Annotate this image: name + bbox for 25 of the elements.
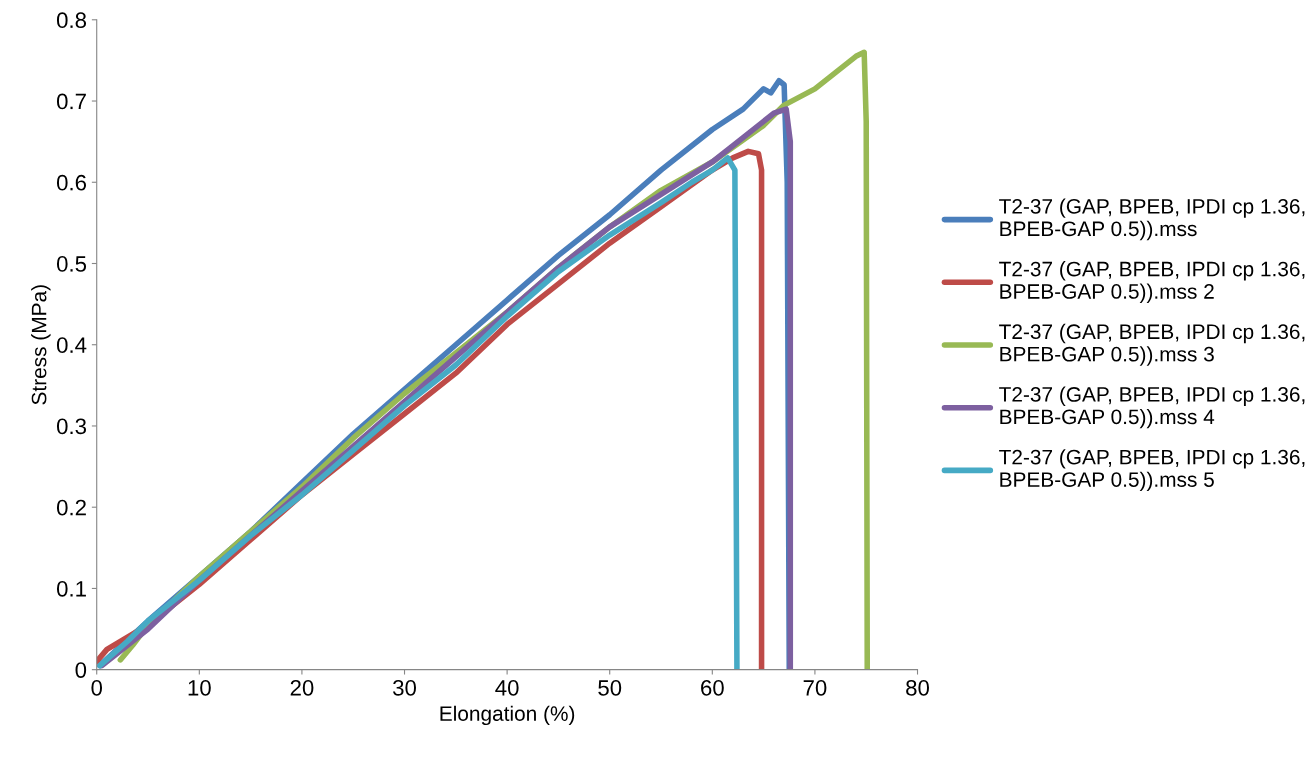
y-axis-title: Stress (MPa) (31, 285, 51, 405)
legend-label: T2-37 (GAP, BPEB, IPDI cp 1.36, BPEB-GAP 0.5)).mss 3 (999, 323, 1305, 366)
legend-label: T2-37 (GAP, BPEB, IPDI cp 1.36, BPEB-GAP 0.5)).mss (999, 198, 1305, 241)
y-tick-label: 0.2 (56, 499, 86, 516)
y-tick-label: 0.7 (56, 93, 86, 110)
y-tick-label: 0.5 (56, 256, 87, 272)
x-axis-title: Elongation (%) (440, 705, 575, 726)
y-tick-label: 0.1 (56, 580, 86, 597)
x-tick-label: 70 (803, 679, 827, 696)
y-tick-label: 0.8 (56, 12, 87, 29)
y-tick-label: 0.3 (56, 418, 87, 435)
x-tick-label: 10 (188, 679, 211, 696)
x-tick-label: 60 (701, 679, 724, 696)
legend-label: T2-37 (GAP, BPEB, IPDI cp 1.36, BPEB-GAP 0.5)).mss 4 (999, 386, 1305, 429)
x-tick-label: 20 (290, 679, 314, 696)
y-tick-label: 0.4 (56, 337, 87, 353)
legend-label: T2-37 (GAP, BPEB, IPDI cp 1.36, BPEB-GAP 0.5)).mss 5 (999, 449, 1305, 492)
x-tick-label: 50 (598, 679, 622, 696)
x-tick-label: 40 (495, 679, 519, 696)
x-tick-label: 0 (91, 679, 103, 696)
x-tick-label: 30 (393, 679, 417, 696)
y-tick-label: 0.6 (56, 174, 87, 191)
legend-label: T2-37 (GAP, BPEB, IPDI cp 1.36, BPEB-GAP 0.5)).mss 2 (999, 261, 1305, 303)
x-tick-label: 80 (906, 679, 929, 696)
y-tick-label: 0 (75, 662, 87, 678)
